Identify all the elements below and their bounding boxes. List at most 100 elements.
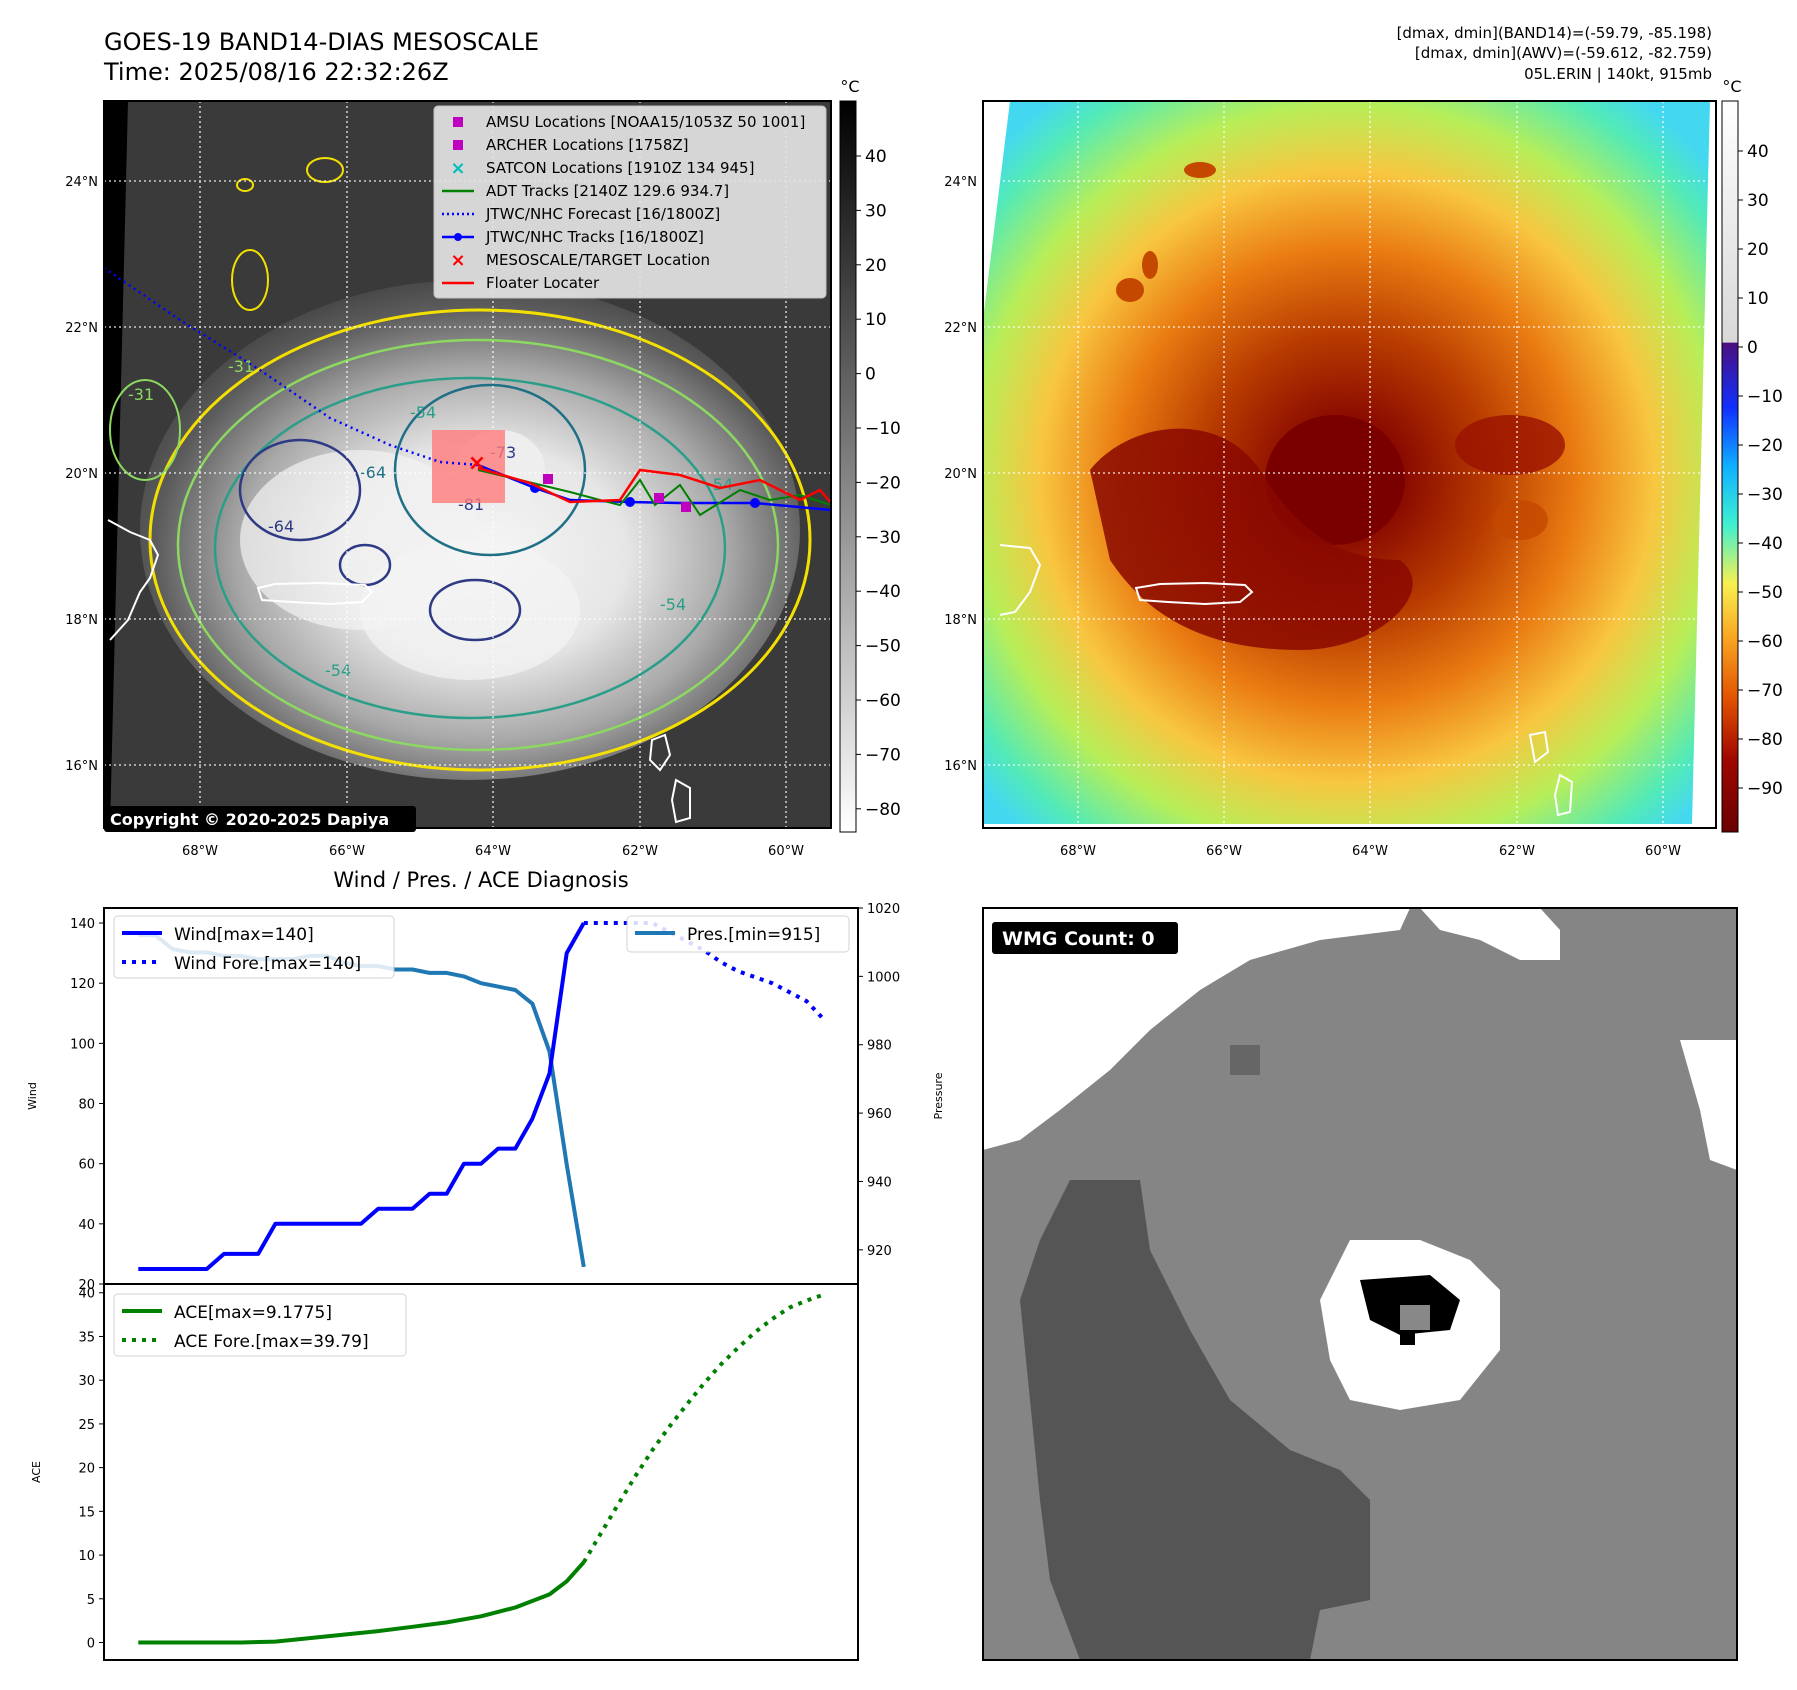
color-colorbar-tick: −10 <box>1747 387 1783 407</box>
legend-entry: Floater Locater <box>486 274 600 292</box>
lat-tick-label: 18°N <box>65 613 98 628</box>
wind-tick-label: 80 <box>78 1098 95 1113</box>
lat-tick-label: 18°N <box>944 613 977 628</box>
ir-colorbar-tick: 10 <box>865 310 887 330</box>
color-colorbar-tick: 40 <box>1747 142 1769 162</box>
lon-tick-label: 68°W <box>182 844 218 859</box>
legend-marker: × <box>450 250 465 271</box>
ir-colorbar-tick: −70 <box>865 745 901 765</box>
lon-tick-label: 60°W <box>768 844 804 859</box>
ir-colorbar-tick: 30 <box>865 201 887 221</box>
pressure-legend: Pres.[min=915] <box>627 916 849 952</box>
color-colorbar <box>1722 101 1738 832</box>
ir-colorbar-tick: −40 <box>865 582 901 602</box>
ace-tick-label: 5 <box>87 1593 95 1608</box>
lon-tick-label: 68°W <box>1060 844 1096 859</box>
color-colorbar-tick: −80 <box>1747 730 1783 750</box>
color-colorbar-tick: −40 <box>1747 534 1783 554</box>
legend-entry: ARCHER Locations [1758Z] <box>486 136 689 154</box>
figure-title: GOES-19 BAND14-DIAS MESOSCALE <box>104 28 539 56</box>
ir-colorbar-tick: −80 <box>865 800 901 820</box>
contour-label: -64 <box>360 463 386 482</box>
wind-tick-label: 100 <box>70 1037 95 1052</box>
pressure-tick-label: 920 <box>867 1244 892 1259</box>
legend-entry: MESOSCALE/TARGET Location <box>486 251 710 269</box>
ir-colorbar-tick: −30 <box>865 528 901 548</box>
ace-tick-label: 25 <box>78 1418 95 1433</box>
diagnosis-title: Wind / Pres. / ACE Diagnosis <box>333 868 628 892</box>
lat-tick-label: 16°N <box>944 759 977 774</box>
wmg-count-label: WMG Count: 0 <box>1002 928 1155 950</box>
lat-tick-label: 20°N <box>944 467 977 482</box>
ace-tick-label: 30 <box>78 1374 95 1389</box>
ir-colorbar-unit: °C <box>840 77 859 96</box>
color-colorbar-tick: −70 <box>1747 681 1783 701</box>
ace-tick-label: 20 <box>78 1462 95 1477</box>
contour-label: -31 <box>228 357 254 376</box>
color-colorbar-tick: 30 <box>1747 191 1769 211</box>
ir-colorbar-tick: −50 <box>865 637 901 657</box>
legend-ace: ACE[max=9.1775] <box>174 1303 332 1323</box>
ace-tick-label: 0 <box>87 1637 95 1652</box>
legend-wind-forecast: Wind Fore.[max=140] <box>174 954 361 974</box>
color-colorbar-tick: −90 <box>1747 779 1783 799</box>
wind-tick-label: 60 <box>78 1158 95 1173</box>
ace-legend: ACE[max=9.1775] ACE Fore.[max=39.79] <box>114 1294 406 1356</box>
legend-entry: JTWC/NHC Tracks [16/1800Z] <box>485 228 704 246</box>
color-colorbar-unit: °C <box>1722 77 1741 96</box>
wind-tick-label: 40 <box>78 1218 95 1233</box>
contour-label: -54 <box>410 403 436 422</box>
lat-tick-label: 20°N <box>65 467 98 482</box>
pressure-tick-label: 980 <box>867 1039 892 1054</box>
ir-colorbar-tick: 0 <box>865 365 876 385</box>
lat-tick-label: 24°N <box>65 175 98 190</box>
lon-tick-label: 62°W <box>1499 844 1535 859</box>
legend-marker <box>453 140 463 150</box>
legend-entry: JTWC/NHC Forecast [16/1800Z] <box>485 205 720 223</box>
lon-tick-label: 62°W <box>622 844 658 859</box>
pressure-tick-label: 1000 <box>867 970 900 985</box>
legend-entry: SATCON Locations [1910Z 134 945] <box>486 159 754 177</box>
color-colorbar-tick: −60 <box>1747 632 1783 652</box>
stat-band14: [dmax, dmin](BAND14)=(-59.79, -85.198) <box>1397 24 1712 42</box>
ace-tick-label: 15 <box>78 1505 95 1520</box>
legend-pressure: Pres.[min=915] <box>687 925 820 945</box>
ace-tick-label: 35 <box>78 1330 95 1345</box>
pressure-tick-label: 960 <box>867 1107 892 1122</box>
wind-tick-label: 140 <box>70 917 95 932</box>
legend-marker <box>454 233 462 241</box>
storm-info: 05L.ERIN | 140kt, 915mb <box>1524 65 1712 83</box>
color-colorbar-tick: −20 <box>1747 436 1783 456</box>
ace-chart: ACE 0 5 10 15 20 25 30 35 40 ACE[max=9.1775] ACE… <box>30 1284 858 1660</box>
pressure-tick-label: 940 <box>867 1175 892 1190</box>
wind-pressure-chart: Wind / Pres. / ACE Diagnosis Wind Pressu… <box>26 868 945 1293</box>
legend-entry: ADT Tracks [2140Z 129.6 934.7] <box>486 182 729 200</box>
color-colorbar-tick: 10 <box>1747 289 1769 309</box>
ir-colorbar-tick: 40 <box>865 147 887 167</box>
ir-colorbar-tick: −20 <box>865 473 901 493</box>
lon-tick-label: 64°W <box>1352 844 1388 859</box>
legend-marker <box>453 117 463 127</box>
color-colorbar-tick: −30 <box>1747 485 1783 505</box>
wind-legend: Wind[max=140] Wind Fore.[max=140] <box>114 916 394 978</box>
legend-wind: Wind[max=140] <box>174 925 314 945</box>
pressure-axis-label: Pressure <box>932 1072 945 1119</box>
lat-tick-label: 22°N <box>944 321 977 336</box>
lon-tick-label: 60°W <box>1645 844 1681 859</box>
contour-label: -54 <box>660 595 686 614</box>
stat-awv: [dmax, dmin](AWV)=(-59.612, -82.759) <box>1415 44 1712 62</box>
legend-marker: × <box>450 158 465 179</box>
color-colorbar-tick: 0 <box>1747 338 1758 358</box>
color-map-panel: 68°W 66°W 64°W 62°W 60°W 24°N22°N20°N18°N16°… <box>944 77 1783 859</box>
ir-colorbar-tick: −10 <box>865 419 901 439</box>
pressure-tick-label: 1020 <box>867 902 900 917</box>
map-legend: AMSU Locations [NOAA15/1053Z 50 1001]ARC… <box>434 106 826 298</box>
ace-tick-label: 10 <box>78 1549 95 1564</box>
color-colorbar-tick: −50 <box>1747 583 1783 603</box>
lon-tick-label: 66°W <box>329 844 365 859</box>
ace-axis-label: ACE <box>30 1461 43 1483</box>
target-marker: × <box>468 451 486 476</box>
ace-tick-label: 40 <box>78 1287 95 1302</box>
contour-label: -31 <box>128 385 154 404</box>
